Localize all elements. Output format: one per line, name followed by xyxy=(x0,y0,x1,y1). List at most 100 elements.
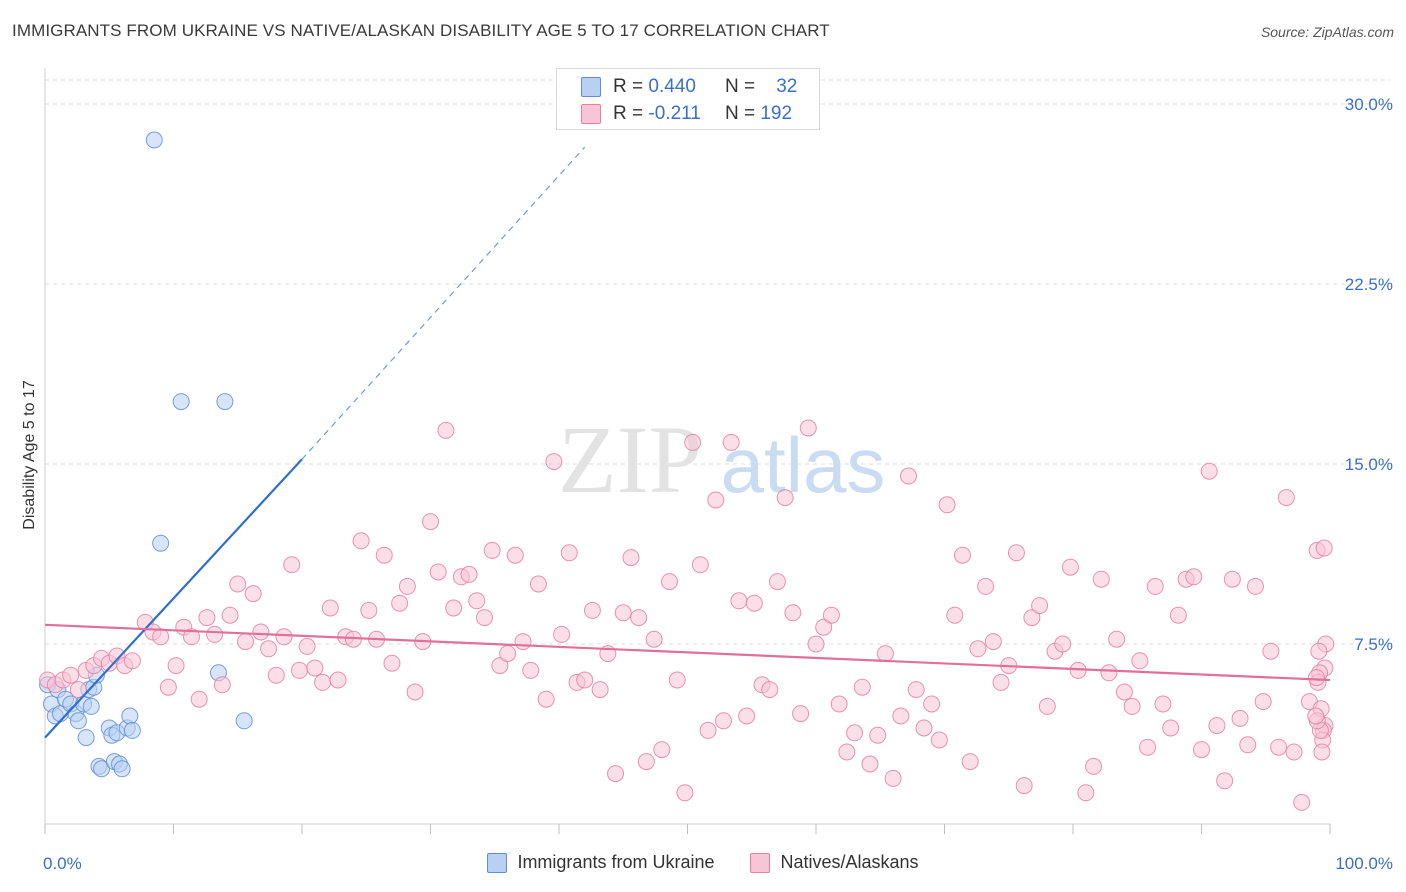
data-point xyxy=(977,577,995,595)
watermark-zip: ZIP xyxy=(558,406,702,513)
data-point xyxy=(830,695,848,713)
data-point xyxy=(236,633,254,651)
data-point xyxy=(1185,568,1203,586)
data-point xyxy=(172,393,190,411)
data-point xyxy=(876,645,894,663)
data-point xyxy=(1146,577,1164,595)
data-point xyxy=(375,546,393,564)
data-point xyxy=(691,556,709,574)
data-point xyxy=(1246,577,1264,595)
data-point xyxy=(1200,462,1218,480)
data-point xyxy=(260,640,278,658)
data-point xyxy=(892,707,910,725)
data-point xyxy=(69,681,87,699)
data-point xyxy=(221,606,239,624)
data-point xyxy=(645,630,663,648)
data-point xyxy=(267,666,285,684)
data-point xyxy=(1031,597,1049,615)
data-point xyxy=(1285,743,1303,761)
data-point xyxy=(123,652,141,670)
data-point xyxy=(576,671,594,689)
n-value: 32 xyxy=(776,76,798,97)
data-point xyxy=(62,666,80,684)
data-point xyxy=(923,695,941,713)
data-point xyxy=(961,753,979,771)
data-point xyxy=(591,681,609,699)
data-point xyxy=(1193,741,1210,759)
data-point xyxy=(815,618,833,636)
legend-swatch-blue xyxy=(581,77,601,97)
data-point xyxy=(483,541,501,559)
data-points xyxy=(39,131,1335,811)
data-point xyxy=(607,765,625,783)
data-point xyxy=(159,678,177,696)
data-point xyxy=(637,753,655,771)
data-point xyxy=(1054,635,1072,653)
data-point xyxy=(900,467,918,485)
data-point xyxy=(398,577,416,595)
legend-swatch-blue xyxy=(487,852,508,873)
trend-line-ukraine-extension xyxy=(301,146,586,460)
data-point xyxy=(822,606,840,624)
legend-item-natives: Natives/Alaskans xyxy=(750,852,919,873)
data-point xyxy=(491,657,509,675)
data-point xyxy=(123,721,141,739)
grid-lines xyxy=(45,79,1390,645)
data-point xyxy=(1315,539,1333,557)
data-point xyxy=(984,633,1002,651)
data-point xyxy=(861,755,879,773)
data-point xyxy=(884,769,902,787)
data-point xyxy=(784,604,802,622)
y-axis-label: Disability Age 5 to 17 xyxy=(21,380,38,530)
data-point xyxy=(1254,693,1272,711)
data-point xyxy=(82,697,100,715)
y-tick-label: 30.0% xyxy=(1345,95,1393,114)
data-point xyxy=(1277,489,1295,507)
data-point xyxy=(907,681,925,699)
data-point xyxy=(216,393,234,411)
data-point xyxy=(360,601,378,619)
data-point xyxy=(1293,793,1311,811)
data-point xyxy=(468,592,486,610)
data-point xyxy=(460,565,478,583)
legend-label: Natives/Alaskans xyxy=(780,852,919,872)
data-point xyxy=(383,654,401,672)
data-point xyxy=(1007,544,1025,562)
data-point xyxy=(768,573,786,591)
data-point xyxy=(969,640,987,658)
data-point xyxy=(244,585,262,603)
legend-label: Immigrants from Ukraine xyxy=(517,852,715,872)
data-point xyxy=(661,573,679,591)
data-point xyxy=(167,657,185,675)
data-point xyxy=(145,131,163,149)
stats-row-natives: R = -0.211 N = 192 xyxy=(581,101,792,127)
data-point xyxy=(838,743,856,761)
data-point xyxy=(506,546,524,564)
legend-swatch-pink xyxy=(581,104,601,124)
watermark-atlas: atlas xyxy=(721,421,886,509)
data-point xyxy=(537,690,555,708)
x-tick-label: 100.0% xyxy=(1335,854,1393,873)
data-point xyxy=(1085,757,1103,775)
data-point xyxy=(206,625,224,643)
axes xyxy=(44,68,1331,834)
x-tick-label: 0.0% xyxy=(43,854,82,873)
series-legend: Immigrants from Ukraine Natives/Alaskans xyxy=(0,852,1406,873)
legend-item-ukraine: Immigrants from Ukraine xyxy=(487,852,714,873)
data-point xyxy=(953,546,971,564)
data-point xyxy=(745,594,763,612)
data-point xyxy=(807,635,825,653)
data-point xyxy=(614,604,632,622)
data-point xyxy=(252,623,270,641)
data-point xyxy=(1270,738,1288,756)
data-point xyxy=(290,661,308,679)
data-point xyxy=(1231,709,1249,727)
data-point xyxy=(1154,695,1172,713)
data-point xyxy=(1139,738,1157,756)
r-label: R = xyxy=(613,103,644,124)
data-point xyxy=(406,683,424,701)
data-point xyxy=(235,712,253,730)
data-point xyxy=(1077,784,1095,802)
data-point xyxy=(522,661,540,679)
data-point xyxy=(352,532,370,550)
